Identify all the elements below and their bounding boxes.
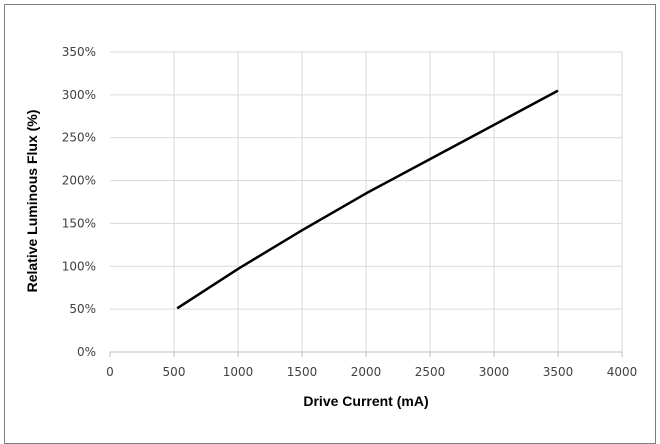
axes bbox=[109, 351, 623, 357]
x-tick-label: 3500 bbox=[543, 365, 574, 379]
series-lines bbox=[176, 89, 559, 310]
x-tick-label: 500 bbox=[163, 365, 186, 379]
x-axis-title: Drive Current (mA) bbox=[303, 393, 428, 409]
chart-svg: 0 500 1000 1500 2000 2500 3000 3500 4000 0% 50% 10… bbox=[24, 45, 637, 409]
y-tick-label: 0% bbox=[77, 345, 96, 359]
y-tick-label: 350% bbox=[62, 45, 96, 59]
y-tick-label: 100% bbox=[62, 259, 96, 273]
y-tick-label: 150% bbox=[62, 216, 96, 230]
x-tick-labels: 0 500 1000 1500 2000 2500 3000 3500 4000 bbox=[106, 365, 637, 379]
x-tick-label: 4000 bbox=[607, 365, 638, 379]
x-tick-label: 1500 bbox=[287, 365, 318, 379]
y-axis-title: Relative Luminous Flux (%) bbox=[24, 110, 40, 293]
chart-frame bbox=[4, 4, 656, 444]
y-tick-label: 200% bbox=[62, 174, 96, 188]
series-line bbox=[176, 89, 559, 310]
y-tick-label: 50% bbox=[69, 302, 96, 316]
x-tick-label: 1000 bbox=[223, 365, 254, 379]
x-tick-label: 0 bbox=[106, 365, 114, 379]
y-tick-label: 300% bbox=[62, 88, 96, 102]
x-tick-label: 2500 bbox=[415, 365, 446, 379]
y-tick-labels: 0% 50% 100% 150% 200% 250% 300% 350% bbox=[62, 45, 96, 359]
y-tick-label: 250% bbox=[62, 131, 96, 145]
x-tick-label: 2000 bbox=[351, 365, 382, 379]
grid-lines bbox=[110, 51, 623, 352]
x-tick-label: 3000 bbox=[479, 365, 510, 379]
